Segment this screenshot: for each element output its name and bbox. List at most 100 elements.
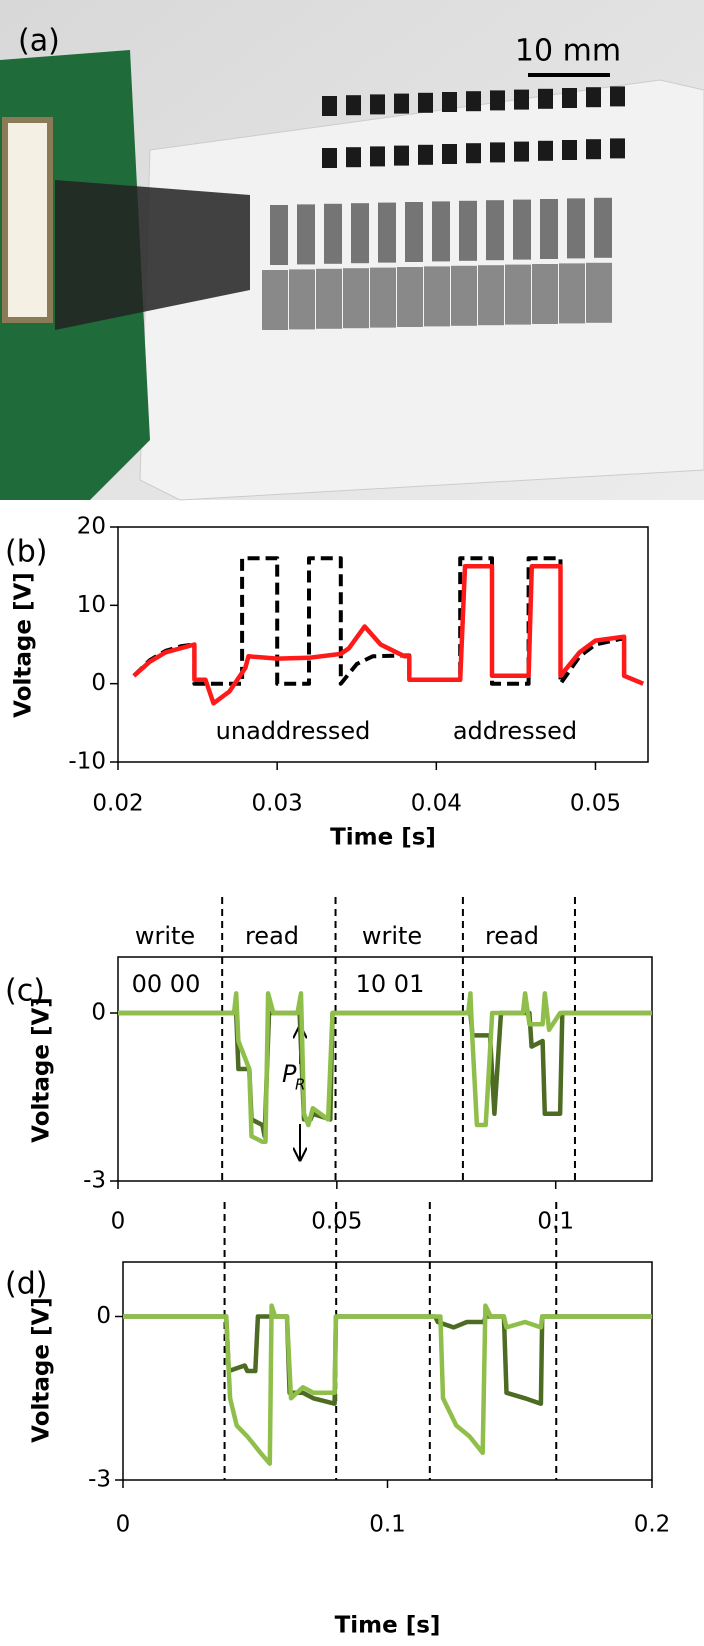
scale-bar-label: 10 mm	[515, 34, 621, 69]
sensor	[297, 204, 315, 265]
sensor-base	[397, 267, 423, 327]
chip	[322, 96, 337, 116]
ribbon	[55, 180, 250, 330]
sensor	[594, 197, 612, 258]
chip	[394, 145, 409, 166]
chip	[394, 93, 409, 114]
chip	[466, 143, 481, 164]
sensor-base	[343, 268, 369, 329]
annotation: unaddressed	[216, 717, 371, 745]
chip	[586, 139, 601, 160]
chip	[442, 144, 457, 164]
photo	[0, 0, 704, 501]
sensor	[324, 203, 342, 264]
x-tick-label: 0	[111, 1209, 126, 1235]
annotation-subscript: R	[295, 1076, 305, 1094]
sensor	[432, 201, 450, 262]
annotation: P	[282, 1060, 297, 1088]
series-line	[118, 1010, 652, 1139]
annotation: 00 00	[132, 970, 201, 998]
sensor-base	[424, 266, 450, 327]
y-tick-label: 0	[91, 1000, 106, 1026]
sensor	[405, 202, 423, 262]
x-axis-label: Time [s]	[330, 825, 436, 851]
sensor-base	[370, 267, 396, 328]
sensor-base	[532, 264, 558, 324]
y-axis-label: Voltage [V]	[29, 997, 55, 1143]
chip	[370, 94, 385, 115]
chip	[514, 141, 529, 162]
y-axis-label: Voltage [V]	[11, 572, 37, 718]
sensor	[540, 199, 558, 259]
annotation: write	[135, 922, 195, 950]
sensor	[378, 202, 396, 263]
sensor	[486, 200, 504, 261]
plot-frame	[117, 956, 653, 1182]
chip	[418, 92, 433, 113]
x-tick-label: 0.2	[634, 1512, 671, 1538]
sensor-base	[586, 262, 612, 323]
series-line	[132, 563, 645, 706]
chip	[346, 147, 361, 168]
chip	[586, 87, 601, 108]
series-line	[118, 991, 652, 1145]
chip	[610, 86, 625, 107]
panel-label: (b)	[5, 535, 47, 570]
x-tick-label: 0	[116, 1512, 131, 1538]
annotation: read	[485, 922, 539, 950]
x-tick-label: 0.03	[252, 791, 303, 817]
series-line	[123, 1303, 652, 1466]
annotation: addressed	[453, 717, 577, 745]
sensor-base	[316, 268, 342, 329]
sensor-base	[451, 265, 477, 326]
annotation: write	[362, 922, 422, 950]
chip	[514, 89, 529, 110]
sensor	[513, 199, 531, 260]
x-tick-label: 0.1	[369, 1512, 406, 1538]
chip-array	[262, 86, 625, 330]
sensor-base	[262, 270, 288, 330]
y-tick-label: 20	[77, 514, 106, 540]
y-axis-label: Voltage [V]	[29, 1297, 55, 1443]
chip	[610, 138, 625, 159]
sensor	[351, 203, 369, 264]
sensor-base	[559, 263, 585, 324]
annotation: read	[245, 922, 299, 950]
plot-frame	[122, 1261, 653, 1481]
plot-frame	[117, 526, 649, 763]
chip	[490, 142, 505, 163]
sensor	[459, 200, 477, 261]
sensor-base	[289, 269, 315, 330]
panel-label: (d)	[5, 1267, 47, 1302]
y-tick-label: 0	[91, 670, 106, 696]
chip	[562, 140, 577, 160]
x-axis-label: Time [s]	[335, 1613, 441, 1639]
sensor	[567, 198, 585, 259]
sensor-base	[478, 265, 504, 326]
x-tick-label: 0.05	[570, 791, 621, 817]
panel-label: (c)	[5, 974, 45, 1009]
x-tick-label: 0.02	[92, 791, 143, 817]
chip	[418, 144, 433, 165]
connector	[2, 117, 53, 323]
chip	[562, 88, 577, 108]
chip	[466, 91, 481, 112]
y-tick-label: -10	[68, 749, 106, 775]
panel-label: (a)	[18, 24, 60, 59]
chip	[442, 92, 457, 112]
sensor-base	[505, 264, 531, 325]
annotation: 10 01	[356, 970, 425, 998]
chip	[490, 90, 505, 111]
chip	[346, 95, 361, 116]
series-line	[132, 556, 644, 686]
chip	[322, 148, 337, 168]
chip	[538, 88, 553, 109]
series-line	[123, 1314, 652, 1406]
x-tick-label: 0.04	[411, 791, 462, 817]
y-tick-label: -3	[83, 1168, 106, 1194]
chip	[370, 146, 385, 167]
y-tick-label: 10	[77, 592, 106, 618]
sensor	[270, 205, 288, 265]
y-tick-label: 0	[96, 1303, 111, 1329]
